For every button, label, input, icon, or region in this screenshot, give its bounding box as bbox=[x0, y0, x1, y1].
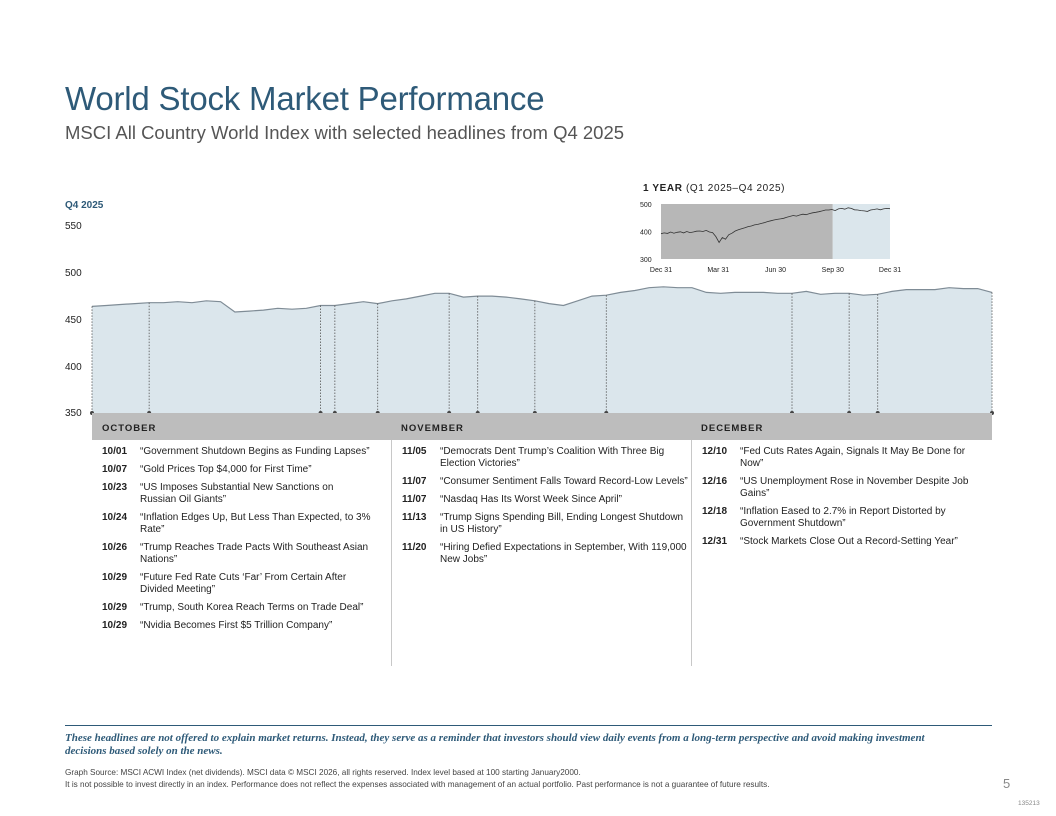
mini-shade-q4 bbox=[832, 204, 890, 259]
headline-row: 12/31 “Stock Markets Close Out a Record-S… bbox=[702, 536, 991, 548]
source-line-1: Graph Source: MSCI ACWI Index (net divid… bbox=[65, 768, 581, 777]
y-tick-label: 350 bbox=[65, 408, 82, 419]
disclaimer-text: These headlines are not offered to expla… bbox=[65, 732, 925, 757]
footer-rule bbox=[65, 725, 992, 726]
chart-title: Q4 2025 bbox=[65, 200, 104, 211]
y-tick-label: 400 bbox=[65, 362, 82, 373]
mini-chart-title-rest: (Q1 2025–Q4 2025) bbox=[685, 183, 786, 194]
mini-y-tick-label: 500 bbox=[640, 202, 652, 209]
headline-text: “Democrats Dent Trump’s Coalition With T… bbox=[440, 446, 665, 469]
headline-text: “Trump Signs Spending Bill, Ending Longe… bbox=[440, 512, 684, 535]
mini-area-chart: 500 400 300 Dec 31 Mar 31 Jun 30 Sep 30 Dec 31 bbox=[640, 202, 901, 274]
series-line bbox=[91, 286, 993, 313]
area-fill bbox=[92, 286, 992, 413]
headline-text: “Nasdaq Has Its Worst Week Since April” bbox=[440, 494, 622, 505]
page-subtitle: MSCI All Country World Index with select… bbox=[65, 122, 625, 143]
page-number: 5 bbox=[1003, 776, 1011, 791]
headline-row: 12/10 “Fed Cuts Rates Again, Signals It M… bbox=[702, 446, 991, 470]
headline-column-october: 10/01 “Government Shutdown Begins as Fund… bbox=[102, 440, 372, 666]
mini-shade-q1-q3 bbox=[661, 204, 833, 259]
headline-date: 10/29 bbox=[102, 602, 128, 613]
headline-text: “Trump Reaches Trade Pacts With Southeas… bbox=[140, 542, 369, 565]
mini-x-tick-label: Jun 30 bbox=[765, 267, 786, 274]
headline-date: 12/10 bbox=[702, 446, 728, 457]
y-tick-label: 550 bbox=[65, 221, 82, 232]
headline-text: “Fed Cuts Rates Again, Signals It May Be… bbox=[740, 446, 966, 469]
headline-date: 12/18 bbox=[702, 506, 728, 517]
headline-text: “Consumer Sentiment Falls Toward Record-… bbox=[440, 476, 688, 487]
month-label-october: OCTOBER bbox=[102, 423, 157, 434]
headline-row: 11/05 “Democrats Dent Trump’s Coalition W… bbox=[402, 446, 691, 470]
headline-date: 11/07 bbox=[402, 494, 427, 505]
headline-row: 10/29 “Nvidia Becomes First $5 Trillion C… bbox=[102, 620, 372, 632]
headline-date: 10/29 bbox=[102, 620, 128, 631]
headline-row: 10/29 “Future Fed Rate Cuts ‘Far’ From Ce… bbox=[102, 572, 372, 596]
headline-row: 10/07 “Gold Prices Top $4,000 for First T… bbox=[102, 464, 372, 476]
mini-x-tick-label: Dec 31 bbox=[879, 267, 901, 274]
mini-y-tick-label: 400 bbox=[640, 230, 652, 237]
headline-date: 11/13 bbox=[402, 512, 427, 523]
headline-row: 10/26 “Trump Reaches Trade Pacts With Sou… bbox=[102, 542, 372, 566]
y-tick-label: 500 bbox=[65, 268, 82, 279]
headline-text: “Future Fed Rate Cuts ‘Far’ From Certain… bbox=[140, 572, 347, 595]
source-line-2: It is not possible to invest directly in… bbox=[65, 780, 770, 789]
mini-chart-title: 1 YEAR (Q1 2025–Q4 2025) bbox=[643, 183, 785, 194]
headline-text: “Inflation Eased to 2.7% in Report Disto… bbox=[740, 506, 946, 529]
headline-date: 10/07 bbox=[102, 464, 128, 475]
headline-text: “Hiring Defied Expectations in September… bbox=[440, 542, 687, 565]
mini-x-tick-label: Mar 31 bbox=[707, 267, 729, 274]
headline-date: 10/01 bbox=[102, 446, 128, 457]
headline-row: 11/07 “Nasdaq Has Its Worst Week Since Ap… bbox=[402, 494, 691, 506]
headline-row: 10/29 “Trump, South Korea Reach Terms on … bbox=[102, 602, 372, 614]
headline-date: 11/20 bbox=[402, 542, 427, 553]
month-label-december: DECEMBER bbox=[701, 423, 764, 434]
headline-date: 11/07 bbox=[402, 476, 427, 487]
headline-date: 11/05 bbox=[402, 446, 427, 457]
headline-column-november: 11/05 “Democrats Dent Trump’s Coalition W… bbox=[391, 440, 691, 666]
mini-y-tick-label: 300 bbox=[640, 257, 652, 264]
headline-text: “Nvidia Becomes First $5 Trillion Compan… bbox=[140, 620, 333, 631]
headline-text: “Trump, South Korea Reach Terms on Trade… bbox=[140, 602, 364, 613]
headline-row: 11/13 “Trump Signs Spending Bill, Ending … bbox=[402, 512, 691, 536]
headline-date: 10/24 bbox=[102, 512, 128, 523]
headline-row: 12/18 “Inflation Eased to 2.7% in Report … bbox=[702, 506, 991, 530]
mini-chart-title-bold: 1 YEAR bbox=[643, 183, 683, 194]
headline-text: “US Unemployment Rose in November Despit… bbox=[740, 476, 969, 499]
headline-date: 12/16 bbox=[702, 476, 728, 487]
page-title: World Stock Market Performance bbox=[65, 80, 545, 117]
headline-date: 10/29 bbox=[102, 572, 128, 583]
headline-date: 10/26 bbox=[102, 542, 128, 553]
headline-row: 10/24 “Inflation Edges Up, But Less Than … bbox=[102, 512, 372, 536]
mini-x-tick-label: Dec 31 bbox=[650, 267, 672, 274]
headline-text: “Gold Prices Top $4,000 for First Time” bbox=[140, 464, 312, 475]
document-code: 135213 bbox=[1018, 800, 1040, 807]
headline-text: “Stock Markets Close Out a Record-Settin… bbox=[740, 536, 958, 547]
headline-date: 10/23 bbox=[102, 482, 128, 493]
headline-text: “Inflation Edges Up, But Less Than Expec… bbox=[140, 512, 371, 535]
headline-row: 10/01 “Government Shutdown Begins as Fund… bbox=[102, 446, 372, 458]
headline-row: 10/23 “US Imposes Substantial New Sanctio… bbox=[102, 482, 372, 506]
headline-text: “US Imposes Substantial New Sanctions on… bbox=[140, 482, 334, 505]
month-header-bar: OCTOBER NOVEMBER DECEMBER bbox=[92, 413, 992, 440]
y-tick-label: 450 bbox=[65, 315, 82, 326]
headline-text: “Government Shutdown Begins as Funding L… bbox=[140, 446, 370, 457]
source-note: Graph Source: MSCI ACWI Index (net divid… bbox=[65, 767, 965, 791]
month-label-november: NOVEMBER bbox=[401, 423, 464, 434]
headline-row: 12/16 “US Unemployment Rose in November D… bbox=[702, 476, 991, 500]
mini-series-line bbox=[660, 207, 891, 244]
headline-row: 11/20 “Hiring Defied Expectations in Sept… bbox=[402, 542, 691, 566]
headline-date: 12/31 bbox=[702, 536, 728, 547]
mini-x-tick-label: Sep 30 bbox=[822, 267, 844, 274]
headline-row: 11/07 “Consumer Sentiment Falls Toward Re… bbox=[402, 476, 691, 488]
headline-column-december: 12/10 “Fed Cuts Rates Again, Signals It M… bbox=[691, 440, 991, 666]
